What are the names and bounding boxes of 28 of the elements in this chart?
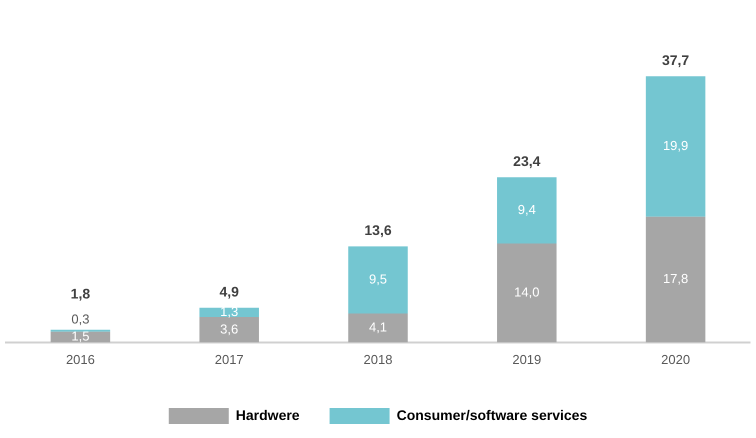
total-label: 23,4 [513,153,541,170]
data-label: 9,5 [368,271,388,286]
data-label: 1,5 [71,328,90,344]
x-tick-label: 2019 [512,352,542,367]
bar [497,244,557,342]
total-label: 1,8 [70,286,90,302]
legend-label: Hardwere [236,406,300,423]
bar [199,316,259,342]
data-label: 3,6 [220,321,238,336]
bar [348,246,408,314]
x-tick-label: 2016 [66,352,95,367]
bar [646,216,706,342]
bar [646,76,706,217]
total-label: 4,9 [219,284,240,300]
x-tick-label: 2020 [661,352,690,367]
legend-label: Consumer/software services [396,406,588,423]
bar [348,313,408,342]
total-label: 13,6 [364,222,392,238]
data-label: 14,0 [514,284,540,300]
data-label: 19,9 [662,138,688,154]
data-label: 17,8 [662,271,688,286]
data-label: 4,1 [368,320,388,335]
total-label: 37,7 [662,52,690,68]
bar [497,177,557,244]
x-tick-label: 2017 [214,352,244,367]
data-label: 9,4 [518,202,536,217]
x-tick-label: 2018 [364,352,392,367]
data-label: 0,3 [71,311,90,326]
